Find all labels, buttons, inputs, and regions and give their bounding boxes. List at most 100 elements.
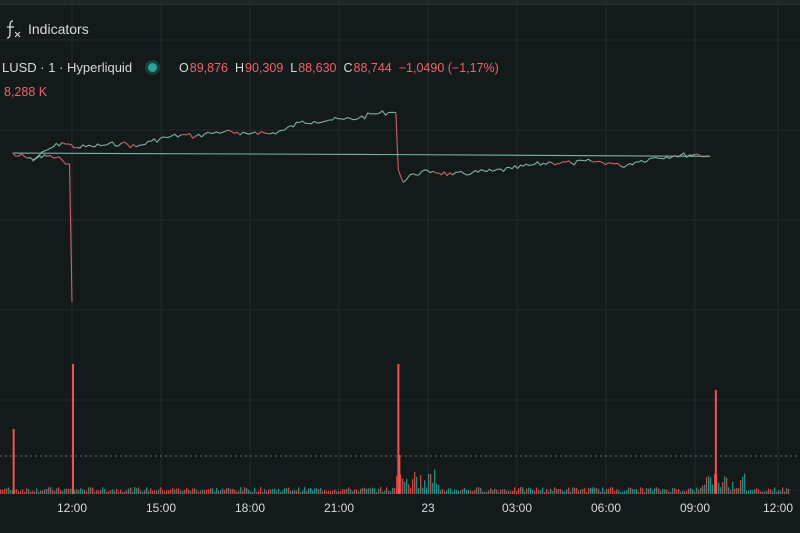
volume-bar — [670, 491, 672, 494]
volume-bar — [20, 490, 22, 494]
volume-bar — [124, 491, 126, 494]
price-segment — [314, 119, 330, 124]
volume-bar — [476, 487, 478, 494]
volume-bar — [268, 489, 270, 494]
volume-bar — [30, 491, 32, 494]
volume-bar — [436, 483, 438, 494]
volume-bar — [114, 490, 116, 494]
volume-bar — [746, 490, 748, 494]
volume-bar — [44, 489, 46, 494]
high-label: H — [235, 60, 245, 75]
volume-bar — [52, 489, 54, 494]
volume-bar — [186, 487, 188, 494]
volume-bar — [240, 487, 242, 494]
volume-bar — [742, 476, 744, 494]
volume-bar — [542, 487, 544, 494]
volume-bar — [772, 491, 774, 494]
price-segment — [329, 116, 345, 121]
volume-bar — [688, 488, 690, 494]
change-value: −1,0490 (−1,17%) — [398, 60, 499, 75]
volume-bar — [306, 490, 308, 494]
volume-bar — [488, 490, 490, 494]
volume-bar — [210, 488, 212, 494]
volume-bar — [70, 488, 72, 494]
volume-bar — [182, 490, 184, 494]
volume-bar — [40, 490, 42, 494]
volume-bar — [622, 491, 624, 494]
volume-bar — [694, 491, 696, 494]
volume-bar — [296, 490, 298, 494]
volume-bar — [92, 487, 94, 494]
volume-bar — [528, 487, 530, 494]
price-segment — [343, 117, 360, 121]
volume-bar — [452, 491, 454, 494]
volume-bar — [392, 487, 394, 494]
volume-bar — [286, 488, 288, 494]
volume-bar — [38, 491, 40, 494]
volume-bar — [364, 487, 366, 494]
volume-bar — [514, 487, 516, 494]
volume-bar — [456, 489, 458, 494]
volume-bar — [388, 490, 390, 494]
volume-bar — [282, 490, 284, 494]
price-segment — [511, 163, 532, 170]
volume-value: 8,288 K — [4, 85, 48, 99]
volume-bar — [266, 491, 268, 494]
volume-bar — [394, 487, 396, 494]
volume-bar — [582, 488, 584, 494]
time-tick-label: 18:00 — [235, 501, 265, 515]
price-segment — [655, 155, 676, 160]
price-segment — [269, 129, 285, 135]
indicators-button[interactable]: Indicators — [28, 21, 89, 37]
volume-bar — [258, 491, 260, 494]
volume-bar — [500, 489, 502, 494]
indicators-toolbar[interactable]: Indicators — [4, 16, 89, 42]
volume-bar — [600, 491, 602, 494]
volume-bar — [550, 488, 552, 494]
volume-bar — [234, 489, 236, 494]
volume-bar — [496, 489, 498, 494]
volume-bar — [152, 490, 154, 494]
volume-bar — [648, 488, 650, 494]
volume-bar — [506, 490, 508, 494]
volume-bar — [84, 490, 86, 494]
volume-bar — [54, 490, 56, 494]
volume-bar — [518, 488, 520, 494]
volume-bar — [656, 487, 658, 494]
function-fx-icon[interactable] — [4, 18, 22, 40]
volume-bar — [174, 489, 176, 494]
volume-bar — [628, 487, 630, 494]
volume-bar — [290, 491, 292, 494]
time-axis: 12:00 15:00 18:00 21:00 23 03:00 06:00 09:00 12:… — [57, 501, 793, 515]
volume-bar — [110, 490, 112, 494]
volume-bar — [418, 488, 420, 494]
volume-bar — [272, 489, 274, 494]
volume-bar — [358, 491, 360, 494]
volume-bar — [400, 474, 402, 494]
volume-bar — [758, 489, 760, 494]
time-tick-label: 21:00 — [324, 501, 354, 515]
time-tick-label: 03:00 — [502, 501, 532, 515]
volume-bar — [162, 490, 164, 494]
price-segment — [47, 154, 63, 161]
volume-bar — [510, 491, 512, 494]
volume-bar — [76, 489, 78, 494]
volume-bar — [586, 491, 588, 494]
volume-bar — [748, 490, 750, 494]
volume-bar — [666, 489, 668, 494]
symbol-title[interactable]: LUSD · 1 · Hyperliquid — [2, 60, 133, 75]
volume-spike-bar — [398, 455, 401, 494]
volume-bar — [132, 491, 134, 494]
price-segment — [397, 169, 404, 183]
volume-bar — [100, 490, 102, 494]
volume-bar — [68, 489, 70, 494]
volume-bar — [410, 487, 412, 494]
volume-bar — [104, 488, 106, 494]
volume-bar — [698, 489, 700, 494]
volume-bar — [60, 490, 62, 494]
volume-bar — [408, 484, 410, 494]
volume-bar — [726, 477, 728, 494]
price-segment — [635, 156, 656, 163]
volume-bar — [446, 490, 448, 494]
